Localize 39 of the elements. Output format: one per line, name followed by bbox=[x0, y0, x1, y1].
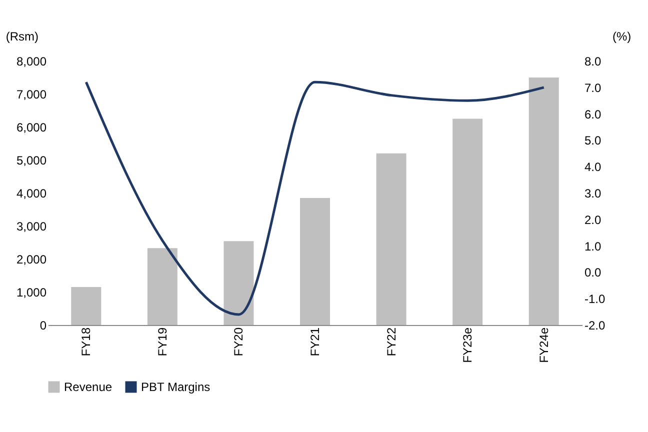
bar bbox=[71, 287, 102, 325]
bar bbox=[224, 241, 254, 325]
y2-tick-label: -2.0 bbox=[584, 318, 606, 332]
bar bbox=[528, 78, 559, 325]
y2-tick-label: 7.0 bbox=[584, 80, 602, 95]
y-tick-label: 5,000 bbox=[16, 154, 47, 168]
x-tick-label: FY22 bbox=[384, 327, 398, 356]
y-tick-label: 7,000 bbox=[16, 88, 47, 102]
y2-tick-label: 3.0 bbox=[584, 186, 602, 200]
y2-axis-title: (%) bbox=[612, 30, 632, 44]
y-tick-label: 1,000 bbox=[16, 286, 47, 300]
y2-tick-label: -1.0 bbox=[584, 292, 606, 306]
y2-tick-label: 0.0 bbox=[584, 266, 602, 280]
y-axis-title: (Rsm) bbox=[6, 30, 38, 44]
y-tick-label: 3,000 bbox=[16, 220, 47, 234]
y2-tick-label: 6.0 bbox=[584, 107, 602, 122]
x-tick-label: FY20 bbox=[232, 327, 246, 356]
bar bbox=[147, 248, 178, 325]
y2-tick-label: 1.0 bbox=[584, 239, 602, 254]
bar bbox=[300, 198, 330, 325]
x-tick-label: FY18 bbox=[79, 327, 94, 356]
y2-tick-label: 2.0 bbox=[584, 212, 602, 227]
y-tick-label: 8,000 bbox=[16, 54, 47, 68]
y-tick-label: 4,000 bbox=[16, 186, 47, 200]
y2-tick-label: 4.0 bbox=[584, 160, 602, 174]
y-tick-label: 0 bbox=[40, 318, 47, 332]
x-tick-label: FY24e bbox=[536, 327, 551, 363]
y2-tick-label: 5.0 bbox=[584, 134, 602, 148]
legend-label: PBT Margins bbox=[141, 380, 210, 394]
legend-label: Revenue bbox=[64, 380, 112, 394]
bar bbox=[452, 118, 483, 325]
x-tick-label: FY23e bbox=[460, 327, 475, 363]
y2-tick-label: 8.0 bbox=[584, 54, 602, 68]
y-tick-label: 6,000 bbox=[16, 120, 47, 134]
x-tick-label: FY21 bbox=[308, 327, 322, 356]
bar bbox=[376, 153, 406, 325]
x-tick-label: FY19 bbox=[155, 327, 170, 356]
y-tick-label: 2,000 bbox=[16, 252, 47, 266]
line-series bbox=[84, 80, 546, 316]
